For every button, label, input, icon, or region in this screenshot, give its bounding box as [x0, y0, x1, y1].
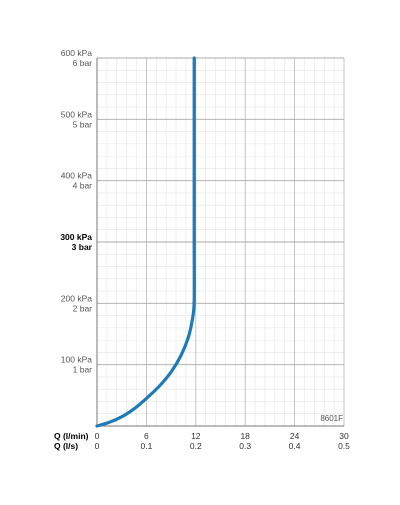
series-line — [95, 56, 196, 428]
y-tick-label-bar: 3 bar — [72, 242, 93, 252]
chart-code-label: 8601F — [320, 414, 343, 423]
y-tick-label-kpa: 100 kPa — [61, 355, 92, 365]
x-tick-label-secondary: 0.4 — [289, 441, 301, 451]
y-tick-label-kpa: 200 kPa — [61, 293, 92, 303]
series — [95, 56, 196, 428]
y-tick-label-bar: 1 bar — [73, 365, 93, 375]
x-tick-label-primary: 24 — [290, 431, 300, 441]
x-tick-label-primary: 0 — [95, 431, 100, 441]
grid — [97, 57, 345, 426]
y-tick-label-bar: 2 bar — [73, 303, 93, 313]
x-axis-title-primary: Q (l/min) — [54, 431, 89, 441]
y-tick-label-kpa: 500 kPa — [61, 109, 92, 119]
x-tick-label-primary: 18 — [240, 431, 250, 441]
x-tick-label-secondary: 0 — [95, 441, 100, 451]
y-tick-label-kpa: 600 kPa — [61, 48, 92, 58]
axes — [96, 58, 344, 427]
x-tick-label-primary: 6 — [144, 431, 149, 441]
x-tick-label-primary: 12 — [191, 431, 201, 441]
x-tick-label-secondary: 0.5 — [338, 441, 350, 451]
x-axis-title-secondary: Q (l/s) — [54, 441, 78, 451]
x-tick-label-primary: 30 — [339, 431, 349, 441]
y-tick-label-kpa: 400 kPa — [61, 171, 92, 181]
x-tick-label-secondary: 0.3 — [239, 441, 251, 451]
x-tick-label-secondary: 0.1 — [140, 441, 152, 451]
y-tick-label-bar: 4 bar — [73, 181, 93, 191]
y-tick-label-kpa: 300 kPa — [60, 232, 92, 242]
y-tick-label-bar: 6 bar — [73, 58, 93, 68]
x-tick-label-secondary: 0.2 — [190, 441, 202, 451]
y-tick-label-bar: 5 bar — [73, 119, 93, 129]
